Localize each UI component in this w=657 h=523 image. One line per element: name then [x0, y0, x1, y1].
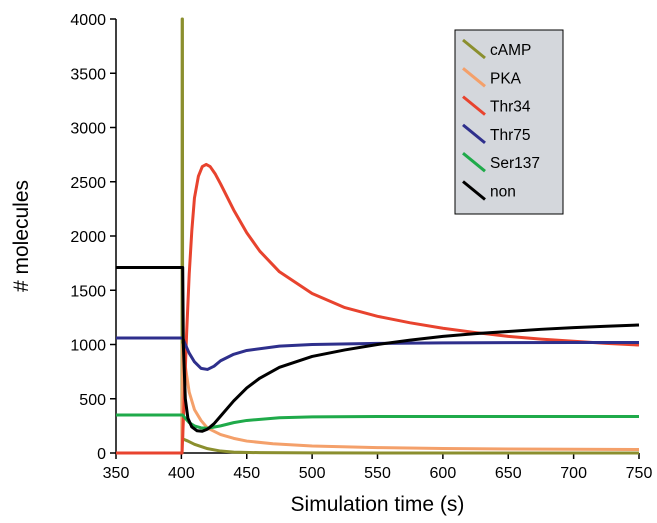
series-line-non [116, 265, 640, 433]
series-line-ser137 [116, 413, 639, 430]
y-tick-label-5: 2500 [70, 175, 106, 192]
x-tick-label-6: 650 [495, 465, 522, 482]
legend-label-pka: PKA [490, 70, 522, 87]
x-tick-label-7: 700 [560, 465, 587, 482]
legend-label-ser137: Ser137 [490, 155, 540, 172]
y-axis-ticks: 0 500 1000 1500 2000 2500 3000 3500 4000 [70, 12, 116, 463]
y-tick-label-7: 3500 [70, 66, 106, 83]
series-lines [116, 17, 640, 455]
series-line-thr34 [116, 162, 640, 455]
x-tick-label-4: 550 [364, 465, 391, 482]
legend-swatch-camp [462, 38, 486, 60]
legend-label-thr34: Thr34 [490, 99, 531, 116]
legend-box [454, 29, 564, 215]
x-tick-label-3: 500 [299, 465, 326, 482]
legend-swatch-ser137 [462, 152, 486, 173]
legend-swatch-thr34 [462, 95, 486, 116]
y-tick-label-4: 2000 [70, 229, 106, 246]
y-tick-label-2: 1000 [70, 338, 106, 355]
legend-label-thr75: Thr75 [490, 127, 531, 144]
x-axis-title: Simulation time (s) [291, 493, 465, 516]
x-axis-ticks: 350 400 450 500 550 600 650 700 750 [103, 453, 653, 482]
x-tick-label-8: 750 [626, 465, 653, 482]
series-line-thr75 [116, 336, 639, 371]
y-tick-label-6: 3000 [70, 121, 106, 138]
x-tick-label-2: 450 [233, 465, 260, 482]
y-axis-title: # molecules [10, 180, 33, 292]
legend-swatch-thr75 [462, 123, 486, 145]
y-tick-label-3: 1500 [70, 283, 106, 300]
x-tick-label-5: 600 [430, 465, 457, 482]
x-tick-label-1: 400 [168, 465, 195, 482]
legend-swatch-pka [462, 67, 486, 88]
legend-label-camp: cAMP [490, 42, 531, 59]
legend: cAMP PKA Thr34 Thr75 Ser137 non [454, 29, 564, 215]
y-tick-label-1: 500 [79, 392, 106, 409]
legend-swatch-non [462, 180, 486, 201]
legend-label-non: non [490, 184, 516, 201]
y-tick-label-0: 0 [97, 446, 106, 463]
y-tick-label-8: 4000 [70, 12, 106, 29]
series-line-camp [116, 17, 639, 455]
x-tick-label-0: 350 [103, 465, 130, 482]
